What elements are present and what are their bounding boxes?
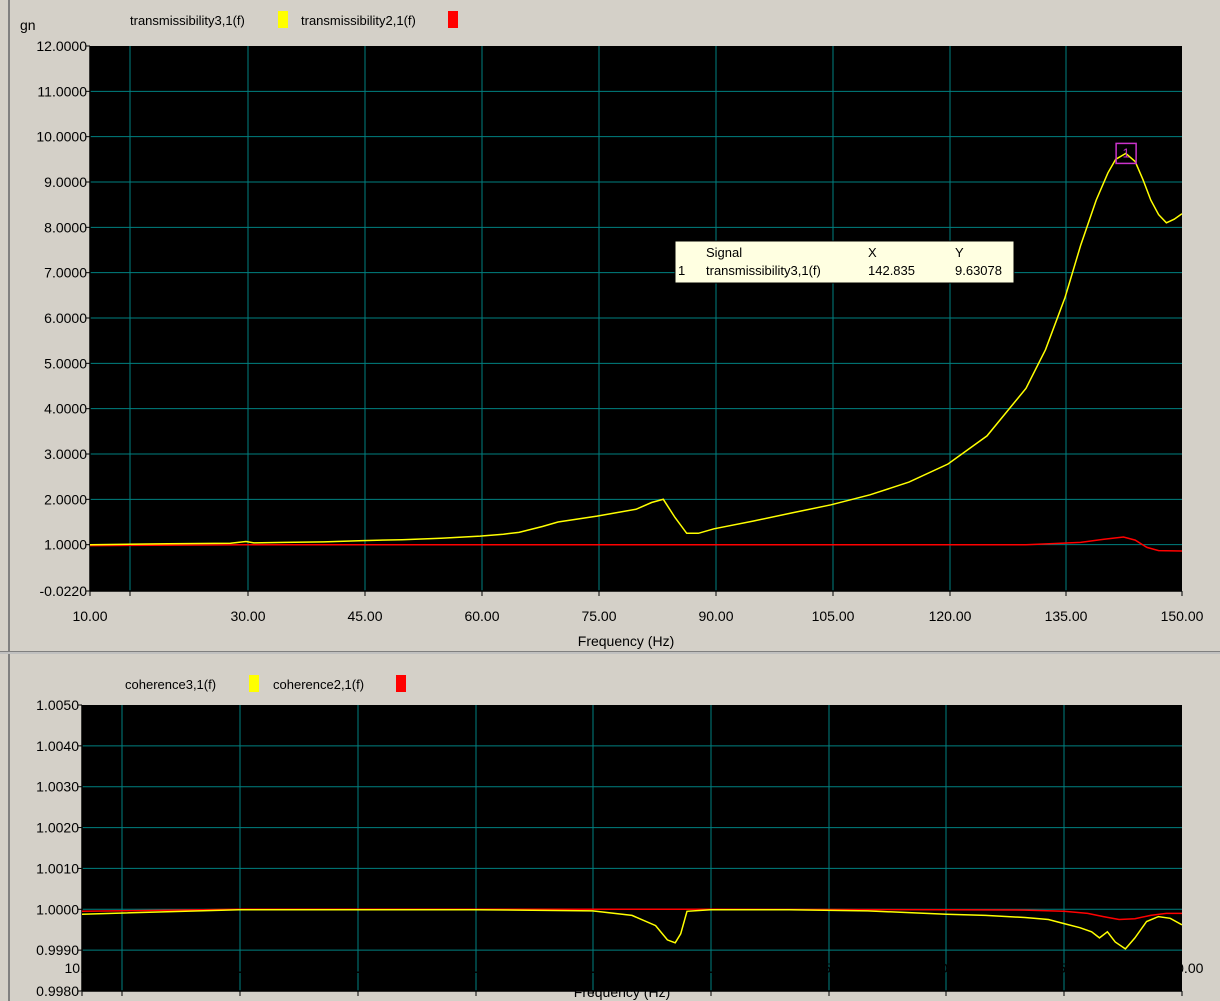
y-tick-label: 9.0000 [44, 174, 87, 190]
y-tick-label: -0.0220 [40, 583, 88, 599]
tooltip-header-x: X [868, 245, 877, 260]
y-tick-label: 1.0050 [36, 697, 79, 713]
x-axis-title: Frequency (Hz) [574, 984, 670, 1000]
y-tick-label: 4.0000 [44, 401, 87, 417]
transmissibility-panel: 12.0000 11.0000 10.0000 9.0000 8.0000 7.0000 6… [0, 0, 1220, 652]
tooltip-row-index: 1 [678, 263, 685, 278]
y-tick-label: 1.0030 [36, 779, 79, 795]
coherence-panel: 1.0050 1.0040 1.0030 1.0020 1.0010 1.0000 0.99… [0, 654, 1220, 1001]
x-tick-label: 30.00 [222, 960, 257, 976]
x-tick-label: 105.00 [808, 960, 851, 976]
x-tick-label: 150.00 [1161, 960, 1204, 976]
y-tick-label: 3.0000 [44, 446, 87, 462]
x-tick-label: 60.00 [464, 608, 499, 624]
series-line-primary [90, 152, 1182, 546]
legend-label: transmissibility3,1(f) [130, 13, 245, 28]
legend-swatch [396, 675, 406, 692]
x-tick-label: 10.00 [72, 608, 107, 624]
legend-swatch [448, 11, 458, 28]
legend-label: coherence3,1(f) [125, 677, 216, 692]
legend-label: coherence2,1(f) [273, 677, 364, 692]
panel-edge [8, 654, 10, 1001]
coherence-chart-svg[interactable]: 1.0050 1.0040 1.0030 1.0020 1.0010 1.0000 0.99… [0, 654, 1220, 1001]
cursor-marker[interactable] [1115, 142, 1137, 165]
x-tick-label: 90.00 [698, 608, 733, 624]
y-tick-label: 10.0000 [36, 129, 87, 145]
x-tick-label: 120.00 [925, 960, 968, 976]
y-tick-label: 7.0000 [44, 265, 87, 281]
series-line-secondary [90, 536, 1182, 552]
transmissibility-chart-svg[interactable]: 12.000011.000010.00009.00008.00007.00006… [0, 0, 1220, 651]
y-tick-label: 8.0000 [44, 219, 87, 235]
plot-area[interactable] [82, 705, 1182, 991]
y-tick-label: 1.0020 [36, 820, 79, 836]
y-tick-label: 1.0000 [36, 901, 79, 917]
y-tick-label: 2.0000 [44, 491, 87, 507]
cursor-marker-label: 1 [1122, 145, 1129, 160]
x-tick-label: 75.00 [581, 608, 616, 624]
x-tick-label: 150.00 [1161, 608, 1204, 624]
x-axis-title: Frequency (Hz) [578, 633, 674, 649]
x-tick-label: 120.00 [929, 608, 972, 624]
tooltip-row-x: 142.835 [868, 263, 915, 278]
tooltip-header-y: Y [955, 245, 964, 260]
legend-swatch [278, 11, 288, 28]
y-tick-label: 0.9980 [36, 983, 79, 999]
cursor-tooltip [674, 240, 1015, 284]
y-tick-label: 11.0000 [37, 83, 87, 99]
x-tick-label: 30.00 [230, 608, 265, 624]
y-tick-label: 0.9990 [36, 942, 79, 958]
x-tick-label: 135.00 [1043, 960, 1086, 976]
x-tick-label: 75.00 [575, 960, 610, 976]
x-tick-label: 10.00 [64, 960, 99, 976]
y-unit-label: gn [20, 17, 36, 33]
y-tick-label: 1.0040 [36, 738, 79, 754]
panel-edge [8, 0, 10, 651]
y-tick-label: 6.0000 [44, 310, 87, 326]
x-tick-label: 105.00 [812, 608, 855, 624]
series-line-secondary [82, 908, 1182, 921]
tooltip-row-y: 9.63078 [955, 263, 1002, 278]
legend-label: transmissibility2,1(f) [301, 13, 416, 28]
y-tick-label: 1.0000 [44, 537, 87, 553]
x-tick-label: 45.00 [347, 608, 382, 624]
x-tick-label: 60.00 [458, 960, 493, 976]
y-tick-label: 1.0010 [36, 860, 79, 876]
tooltip-header-signal: Signal [706, 245, 742, 260]
x-tick-label: 45.00 [340, 960, 375, 976]
tooltip-row-signal: transmissibility3,1(f) [706, 263, 821, 278]
y-tick-label: 12.0000 [36, 38, 87, 54]
series-line-primary [82, 908, 1182, 950]
y-tick-label: 5.0000 [44, 355, 87, 371]
legend-swatch [249, 675, 259, 692]
x-tick-label: 135.00 [1045, 608, 1088, 624]
x-tick-label: 90.00 [693, 960, 728, 976]
